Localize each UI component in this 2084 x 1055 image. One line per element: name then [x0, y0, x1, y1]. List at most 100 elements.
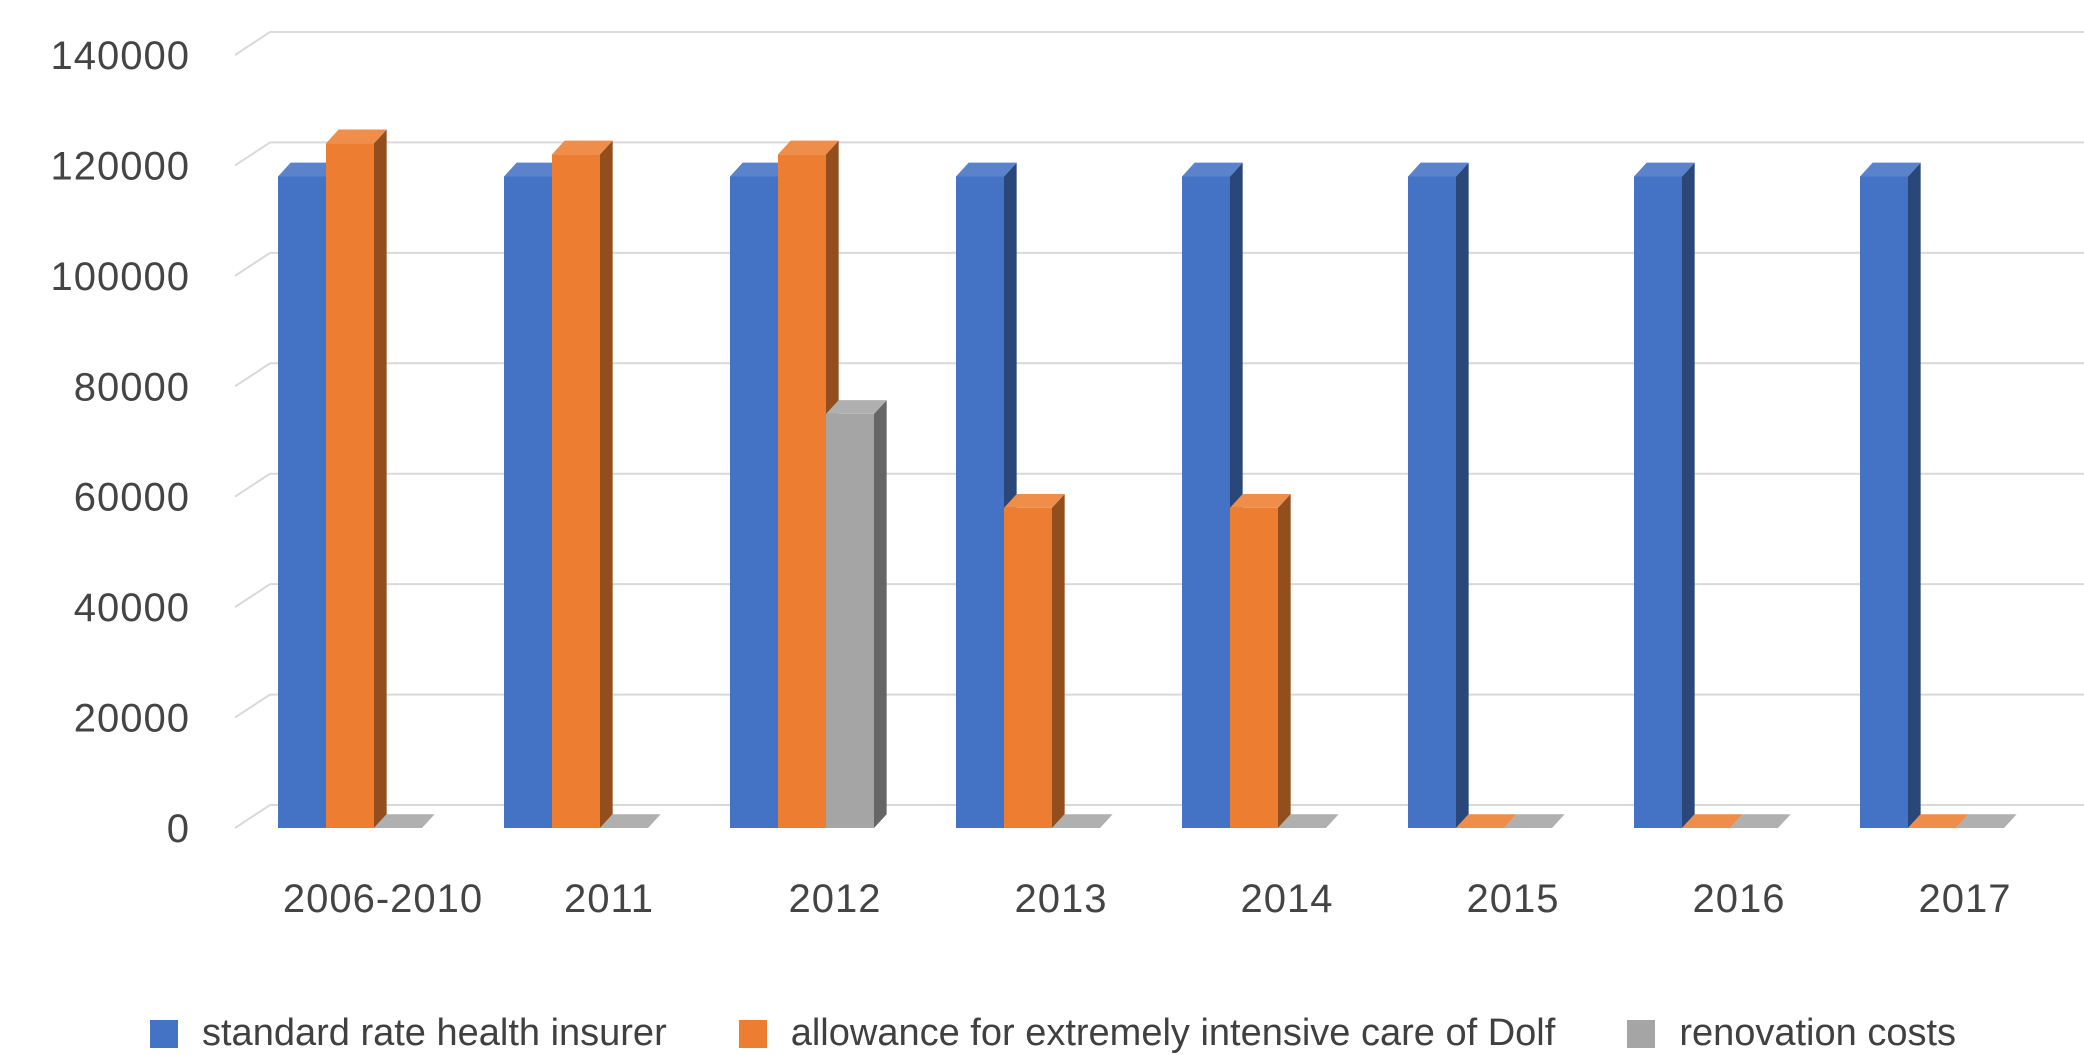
bar-front: [1408, 176, 1456, 828]
bar-top: [826, 400, 887, 414]
bar-top: [374, 814, 435, 828]
bar-top: [600, 814, 661, 828]
x-tick-label: 2006-2010: [283, 877, 483, 921]
y-tick-label: 20000: [74, 697, 190, 741]
bar: [1860, 162, 1921, 828]
bar-top: [1456, 814, 1517, 828]
bar-front: [826, 413, 874, 828]
bar-side: [600, 140, 613, 829]
gridline-slant: [234, 804, 271, 829]
bar-top: [1908, 814, 1969, 828]
bar-front: [552, 154, 600, 828]
bar: [1408, 162, 1469, 828]
legend-item-intensive-care: allowance for extremely intensive care o…: [738, 1012, 1556, 1055]
x-tick-label: 2011: [564, 877, 654, 921]
bar: [326, 129, 387, 829]
bar-side: [1052, 493, 1065, 828]
bar: [1730, 814, 1791, 828]
legend-swatch-intensive-care: [738, 1019, 767, 1048]
bar-top: [956, 162, 1017, 177]
bar-top: [1634, 162, 1695, 177]
x-tick-label: 2012: [789, 877, 882, 921]
gridline-slant: [234, 141, 271, 167]
bar: [1278, 814, 1339, 828]
bar-side: [1278, 493, 1291, 828]
bar-top: [1730, 814, 1791, 828]
legend: standard rate health insurer allowance f…: [150, 1012, 1956, 1055]
bar: [1004, 493, 1065, 828]
bar-front: [1004, 507, 1052, 828]
bar-top: [552, 140, 613, 155]
y-tick-label: 80000: [74, 365, 190, 409]
bar: [1052, 814, 1113, 828]
bar: [1230, 493, 1291, 828]
y-tick-label: 100000: [51, 255, 190, 299]
bar-top: [1860, 162, 1921, 177]
bar-top: [326, 129, 387, 144]
x-tick-label: 2014: [1241, 877, 1334, 921]
legend-item-health-insurer: standard rate health insurer: [150, 1012, 667, 1055]
bar: [552, 140, 613, 829]
gridline-slant: [234, 472, 271, 498]
bar: [1956, 814, 2017, 828]
bar-top: [1408, 162, 1469, 177]
bar-top: [1956, 814, 2017, 828]
y-tick-label: 120000: [51, 144, 190, 188]
bar-side: [874, 400, 887, 828]
bar-front: [1230, 507, 1278, 828]
bars: [278, 129, 2017, 829]
bar-front: [778, 154, 826, 828]
bar-top: [1504, 814, 1565, 828]
bar-front: [326, 143, 374, 829]
bar-top: [1052, 814, 1113, 828]
x-tick-label: 2017: [1919, 877, 2012, 921]
gridline-slant: [234, 362, 271, 388]
y-tick-label: 40000: [74, 586, 190, 630]
legend-swatch-renovation: [1627, 1019, 1656, 1048]
bar: [826, 400, 887, 828]
bar: [600, 814, 661, 828]
y-tick-label: 0: [167, 807, 190, 851]
bar-top: [1278, 814, 1339, 828]
legend-swatch-health-insurer: [150, 1019, 178, 1048]
legend-label-renovation: renovation costs: [1679, 1012, 1957, 1054]
bar-top: [504, 162, 565, 177]
bar: [1634, 162, 1695, 828]
legend-label-health-insurer: standard rate health insurer: [202, 1012, 667, 1054]
bar-side: [1456, 162, 1469, 828]
bar-side: [374, 129, 387, 829]
x-axis-ticks: 2006-2010 2011 2012 2013 2014 2015 2016 2017: [283, 877, 2012, 921]
x-tick-label: 2016: [1693, 877, 1786, 921]
bar-top: [1004, 493, 1065, 508]
y-tick-label: 60000: [74, 476, 190, 520]
gridline-slant: [234, 31, 271, 56]
bar: [1682, 814, 1743, 828]
gridline-slant: [234, 583, 271, 608]
x-tick-label: 2015: [1467, 877, 1560, 921]
bar: [1908, 814, 1969, 828]
bar-front: [1634, 176, 1682, 828]
y-tick-label: 140000: [51, 34, 190, 78]
bar-top: [1230, 493, 1291, 508]
gridline-slant: [234, 252, 271, 277]
bar-front: [730, 176, 778, 828]
bar-front: [504, 176, 552, 828]
bar-front: [956, 176, 1004, 828]
bar-top: [1182, 162, 1243, 177]
bar: [1504, 814, 1565, 828]
bar-top: [1682, 814, 1743, 828]
bar-top: [730, 162, 791, 177]
bar-front: [1182, 176, 1230, 828]
x-tick-label: 2013: [1015, 877, 1108, 921]
bar-top: [278, 162, 339, 177]
bar-side: [1908, 162, 1921, 828]
bar: [374, 814, 435, 828]
legend-label-intensive-care: allowance for extremely intensive care o…: [790, 1012, 1556, 1054]
bar-side: [1682, 162, 1695, 828]
bar-front: [278, 176, 326, 828]
gridline-slant: [234, 693, 271, 719]
bar-front: [1860, 176, 1908, 828]
bar-top: [778, 140, 839, 155]
